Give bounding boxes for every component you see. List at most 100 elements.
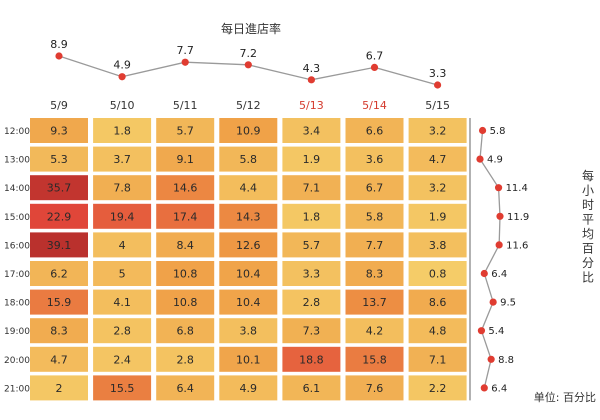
cell-value-label: 3.4: [303, 125, 321, 138]
heatmap-cell: [345, 346, 404, 372]
cell-value-label: 2.8: [113, 325, 131, 338]
cell-value-label: 2.2: [429, 382, 447, 395]
heatmap-cell: [345, 375, 404, 401]
heatmap-cell: [408, 289, 467, 315]
daily-rate-point: [244, 61, 252, 69]
heatmap-cell: [93, 318, 152, 344]
heatmap-cell: [408, 375, 467, 401]
cell-value-label: 22.9: [47, 210, 72, 223]
cell-value-label: 6.7: [366, 182, 384, 195]
daily-rate-point: [307, 76, 315, 84]
daily-rate-label: 7.2: [240, 47, 258, 60]
heatmap-cell: [30, 289, 88, 315]
cell-value-label: 10.4: [236, 296, 261, 309]
heatmap-cell: [30, 203, 88, 229]
hourly-avg-line: [479, 130, 501, 389]
hourly-avg-point: [476, 155, 484, 163]
cell-value-label: 3.7: [113, 153, 131, 166]
cell-value-label: 4.4: [240, 182, 258, 195]
heatmap-cell: [345, 232, 404, 258]
cell-value-label: 3.8: [429, 239, 447, 252]
cell-value-label: 7.8: [113, 182, 131, 195]
cell-value-label: 5.7: [176, 125, 194, 138]
heatmap-cell: [408, 118, 467, 143]
cell-value-label: 3.8: [240, 325, 258, 338]
heatmap-cell: [219, 261, 278, 286]
hourly-avg-point: [496, 212, 504, 220]
heatmap-cell: [345, 261, 404, 286]
heatmap-cell: [282, 375, 341, 401]
heatmap-cell: [93, 261, 152, 286]
hourly-avg-point: [478, 126, 487, 135]
hour-label: 15:00: [4, 213, 30, 223]
cell-value-label: 39.1: [47, 239, 72, 252]
cell-value-label: 2.4: [113, 353, 131, 366]
daily-rate-label: 7.7: [176, 44, 194, 57]
cell-value-label: 1.9: [429, 210, 447, 223]
heatmap-cell: [282, 346, 341, 372]
hourly-avg-label: 8.8: [498, 355, 514, 366]
cell-value-label: 15.8: [362, 353, 387, 366]
cell-value-label: 6.2: [50, 268, 68, 281]
hourly-avg-point: [487, 355, 495, 363]
daily-rate-point: [55, 52, 63, 60]
heatmap-cell: [156, 118, 215, 143]
heatmap-cell: [30, 118, 88, 143]
daily-rate-title: 每日進店率: [221, 21, 281, 36]
heatmap-cell: [156, 203, 215, 229]
daily-rate-label: 8.9: [50, 38, 68, 51]
cell-value-label: 6.1: [303, 382, 321, 395]
heatmap-cell: [156, 375, 215, 401]
heatmap-cell: [345, 318, 404, 344]
daily-rate-point: [434, 81, 442, 89]
heatmap-cell: [408, 346, 467, 372]
heatmap-cell: [30, 346, 88, 372]
heatmap-cell: [282, 175, 341, 201]
cell-value-label: 8.6: [429, 296, 447, 309]
heatmap-cell: [93, 118, 152, 143]
hourly-avg-label: 5.8: [490, 126, 506, 137]
cell-value-label: 10.1: [236, 353, 261, 366]
heatmap-cell: [30, 146, 88, 172]
hourly-avg-point: [477, 327, 486, 335]
cell-value-label: 6.6: [366, 125, 384, 138]
heatmap-cell: [93, 175, 152, 201]
cell-value-label: 7.1: [303, 182, 321, 195]
cell-value-label: 19.4: [110, 210, 135, 223]
hourly-avg-title-char: 每: [582, 168, 594, 183]
cell-value-label: 5.8: [240, 153, 258, 166]
cell-value-label: 2.8: [303, 296, 321, 309]
heatmap-cell: [30, 318, 88, 344]
hourly-avg-label: 11.6: [506, 240, 528, 251]
heatmap-cell: [93, 289, 152, 315]
cell-value-label: 14.3: [236, 210, 261, 223]
cell-value-label: 8.4: [176, 239, 194, 252]
cell-value-label: 10.4: [236, 268, 261, 281]
heatmap-cell: [408, 146, 467, 172]
hourly-avg-label: 9.5: [500, 298, 516, 309]
heatmap-cell: [156, 289, 215, 315]
hourly-avg-title-char: 均: [582, 227, 594, 241]
heatmap-cell: [282, 261, 341, 286]
heatmap-cell: [408, 175, 467, 201]
hourly-avg-label: 6.4: [491, 383, 507, 394]
cell-value-label: 10.8: [173, 268, 198, 281]
hourly-avg-title-char: 分: [582, 256, 594, 270]
cell-value-label: 9.1: [176, 153, 194, 166]
hourly-avg-title-char: 时: [582, 198, 594, 212]
cell-value-label: 4.7: [429, 153, 447, 166]
cell-value-label: 5.3: [50, 153, 68, 166]
cell-value-label: 4.8: [429, 325, 447, 338]
cell-value-label: 0.8: [429, 268, 447, 281]
heatmap-cell: [345, 203, 404, 229]
heatmap-cell: [345, 146, 404, 172]
day-label: 5/10: [110, 99, 135, 112]
daily-rate-label: 4.3: [303, 62, 321, 75]
cell-value-label: 5: [119, 268, 126, 281]
hourly-avg-point: [495, 241, 503, 249]
cell-value-label: 1.8: [303, 210, 321, 223]
cell-value-label: 5.8: [366, 210, 384, 223]
cell-value-label: 3.3: [303, 268, 321, 281]
heatmap-cell: [156, 146, 215, 172]
